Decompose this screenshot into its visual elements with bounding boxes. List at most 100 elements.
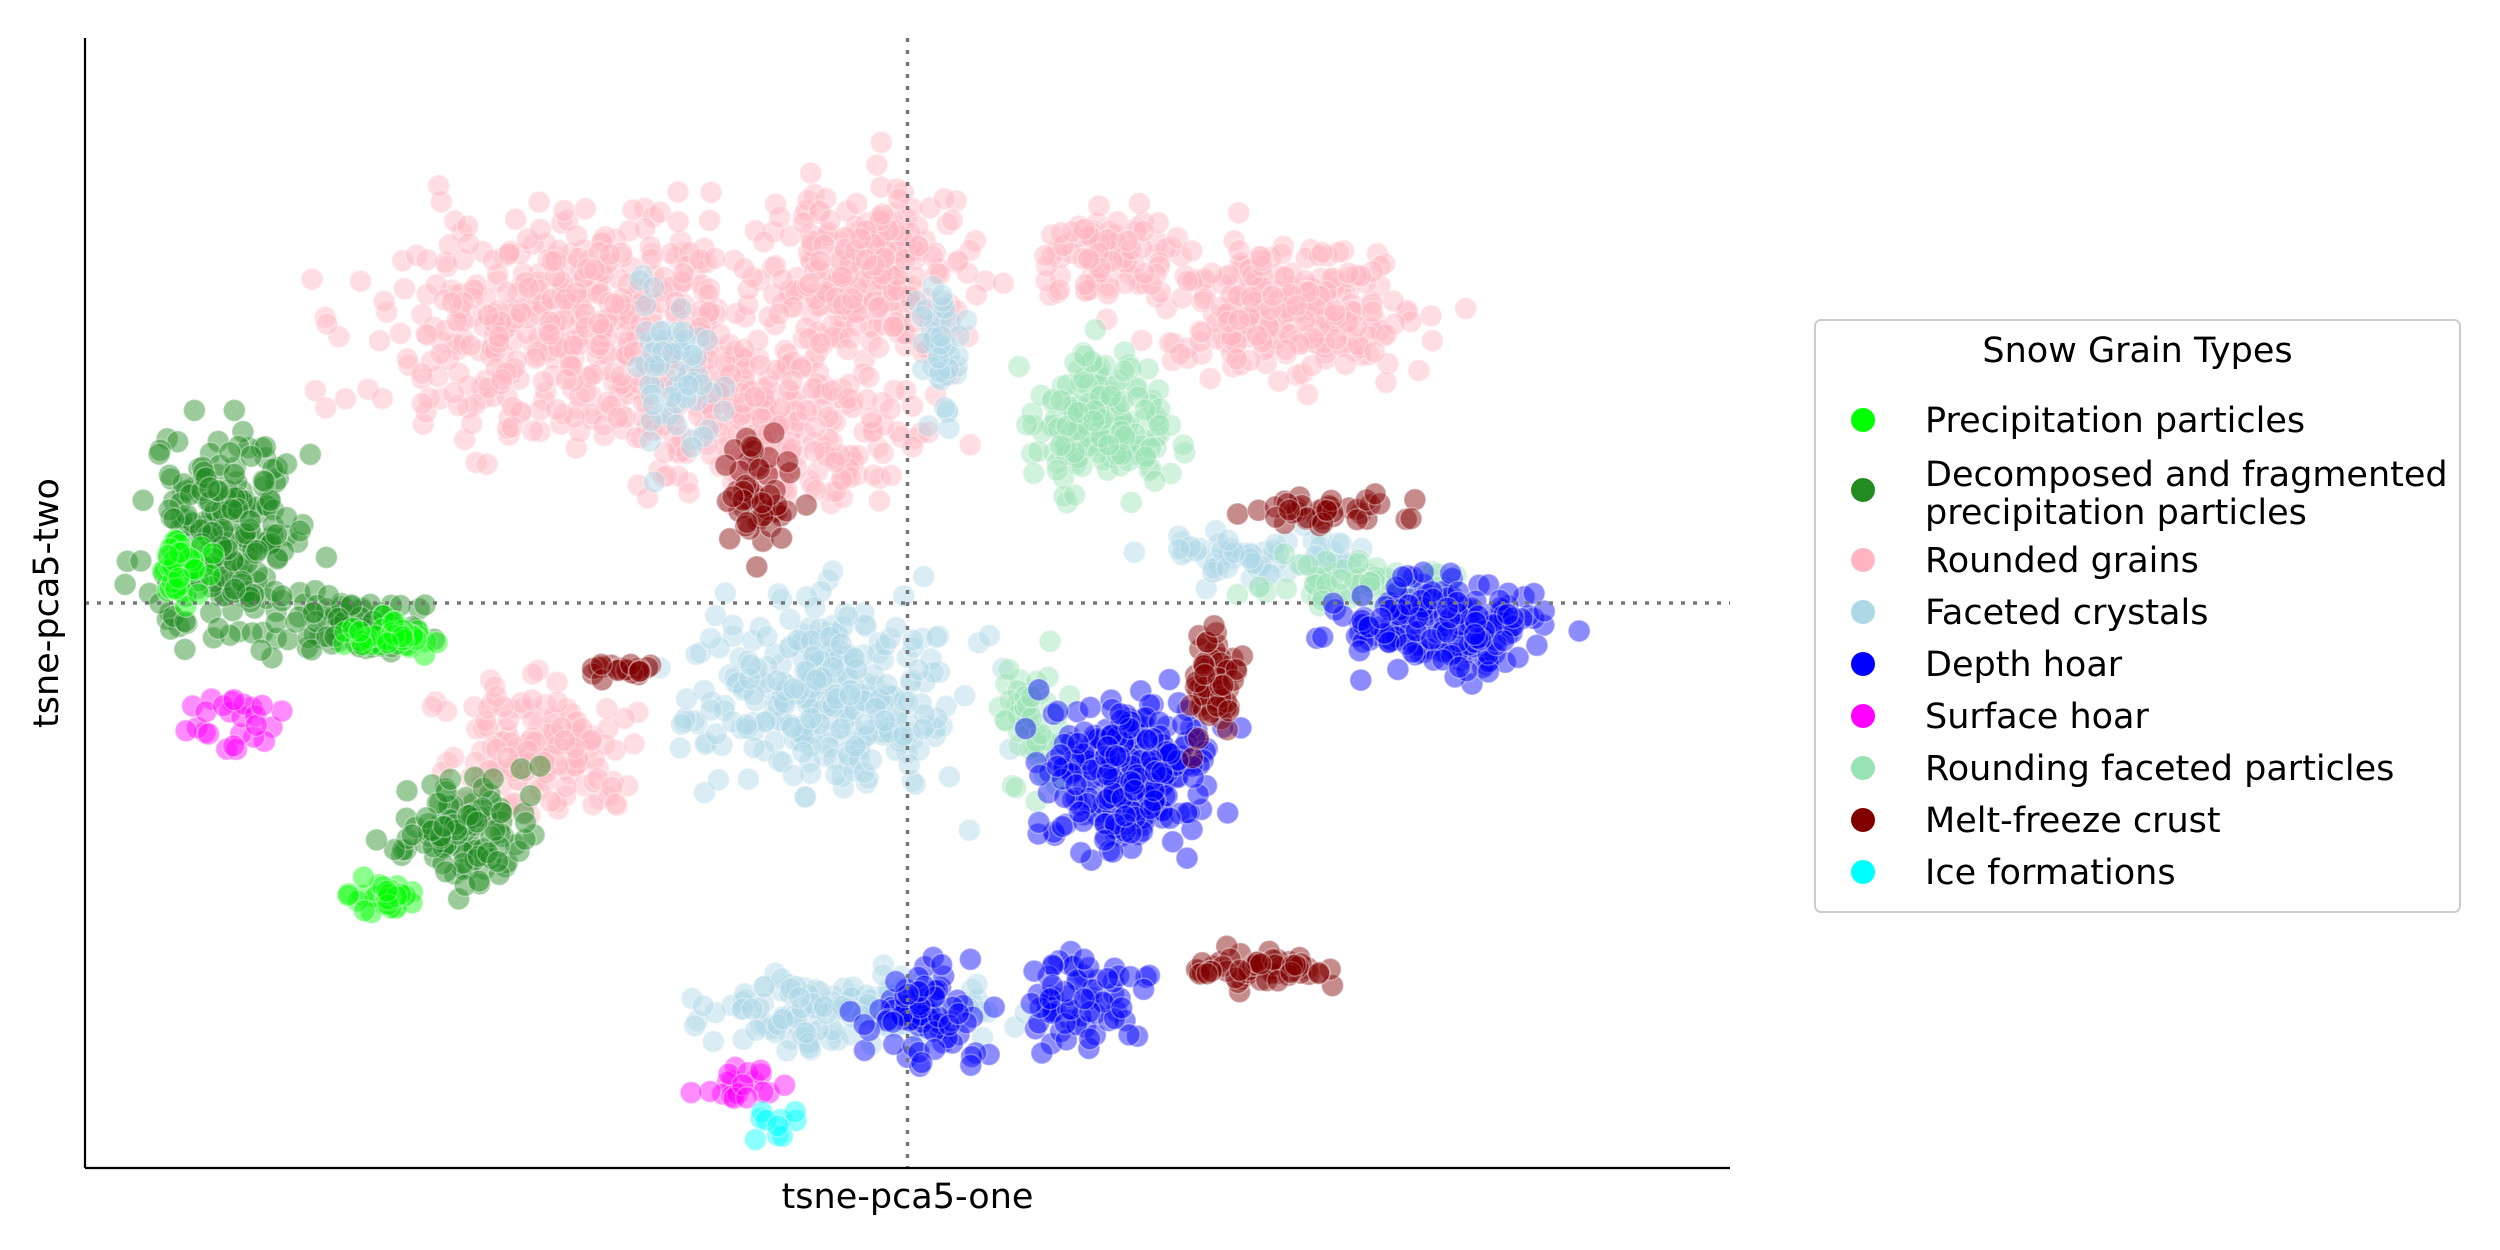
data-point [595,390,620,414]
data-point [882,242,907,267]
data-point [820,559,845,583]
data-point [946,249,970,273]
data-point [605,299,629,324]
data-point [652,265,677,290]
data-point [370,386,395,411]
data-point [803,415,827,439]
data-point [517,291,541,315]
data-point [848,243,873,268]
data-point [546,238,571,262]
data-point [521,232,545,256]
data-point [713,581,738,605]
data-point [859,270,884,294]
data-point [608,292,633,316]
data-point [689,305,713,329]
data-point [433,318,457,343]
data-point [528,419,552,444]
data-point [571,265,595,290]
data-point [1007,354,1031,379]
data-point [811,331,836,356]
data-point [1411,560,1436,585]
data-point [671,270,695,294]
data-point [881,1010,905,1034]
data-point [548,327,573,351]
data-point [799,249,823,273]
data-point [648,200,672,225]
data-point [196,722,221,746]
data-point [1525,633,1549,658]
data-point [799,302,824,327]
data-point [1399,506,1423,531]
data-point [877,254,901,278]
data-point [679,435,704,460]
data-point [1274,577,1299,601]
data-point [589,281,613,306]
data-point [495,416,520,441]
data-point [1047,278,1072,302]
data-point [415,282,439,307]
data-point [852,234,877,259]
data-point [808,331,833,356]
data-point [569,307,593,332]
data-point [314,395,338,420]
data-point [1045,458,1070,483]
data-point [779,294,803,319]
data-point [708,322,732,347]
data-point [900,394,925,418]
data-point [559,241,584,266]
data-point [1200,261,1224,286]
data-point [642,263,666,288]
data-point [461,286,485,310]
data-point [588,259,613,283]
data-point [487,325,511,349]
data-point [451,327,476,352]
data-point [499,361,523,386]
data-point [792,203,816,228]
data-point [624,425,649,450]
data-point [797,326,821,351]
data-point [911,717,935,741]
data-point [840,246,864,270]
data-point [640,241,664,266]
data-point [487,330,511,355]
data-point [1069,840,1093,865]
data-point [622,340,646,364]
data-point [1038,986,1062,1011]
data-point [944,189,969,213]
data-point [807,201,832,226]
data-point [1181,765,1206,790]
data-point [958,433,983,457]
data-point [549,412,573,436]
data-point [811,435,835,459]
data-point [581,792,605,817]
data-point [937,416,961,441]
data-point [692,323,717,347]
data-point [667,274,692,298]
data-point [589,358,614,383]
data-point [313,305,338,330]
data-point [629,292,653,316]
data-point [820,313,844,338]
data-point [1283,953,1308,977]
data-point [1038,629,1062,654]
data-point [174,718,198,743]
data-point [704,303,728,327]
data-point [762,421,786,445]
data-point [516,276,541,300]
data-point [635,413,660,438]
data-point [471,386,496,410]
data-point [1435,596,1460,620]
data-point [482,311,507,336]
data-point [786,279,810,303]
data-point [906,234,930,259]
data-point [674,254,698,279]
data-point [375,879,399,904]
data-point [639,247,664,271]
data-point [298,442,323,467]
data-point [410,302,434,327]
data-point [581,362,605,387]
data-point [838,683,862,707]
data-point [722,248,746,273]
data-point [791,740,815,764]
data-point [852,1038,877,1063]
